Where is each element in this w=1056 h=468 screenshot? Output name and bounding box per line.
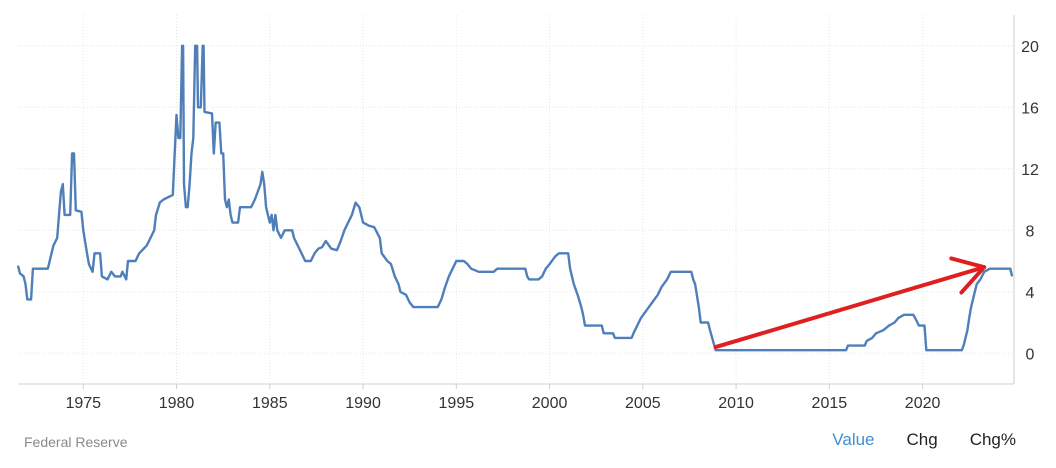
x-tick-label: 1990 <box>345 395 381 412</box>
y-tick-label: 8 <box>1026 223 1035 240</box>
annotation-arrow-shaft <box>713 265 987 350</box>
view-tabs: Value Chg Chg% <box>800 430 1016 450</box>
series-layer <box>16 44 1014 352</box>
x-tick-label: 2020 <box>905 395 941 412</box>
tick-labels: 1975 1980 1985 1990 1995 2000 2005 2010 2015 2020… <box>65 39 1039 412</box>
annotation-arrow-head <box>949 256 987 295</box>
grid <box>18 15 1014 384</box>
tab-chg[interactable]: Chg <box>906 430 938 449</box>
x-tick-label: 2010 <box>718 395 754 412</box>
x-tick-label: 2015 <box>812 395 848 412</box>
y-tick-label: 12 <box>1021 162 1039 179</box>
axes <box>18 15 1015 389</box>
y-tick-label: 4 <box>1026 285 1035 302</box>
x-tick-label: 1985 <box>252 395 288 412</box>
x-tick-label: 2005 <box>625 395 661 412</box>
y-tick-label: 0 <box>1026 346 1035 363</box>
x-tick-label: 2000 <box>532 395 568 412</box>
y-tick-label: 16 <box>1021 100 1039 117</box>
x-tick-label: 1980 <box>159 395 195 412</box>
y-tick-label: 20 <box>1021 39 1039 56</box>
x-tick-label: 1975 <box>65 395 101 412</box>
tab-value[interactable]: Value <box>832 430 875 449</box>
tab-chg-pct[interactable]: Chg% <box>969 430 1016 449</box>
source-label: Federal Reserve <box>24 434 128 450</box>
annotation-layer <box>713 256 987 350</box>
series-line <box>16 44 1014 352</box>
x-tick-label: 1995 <box>439 395 475 412</box>
